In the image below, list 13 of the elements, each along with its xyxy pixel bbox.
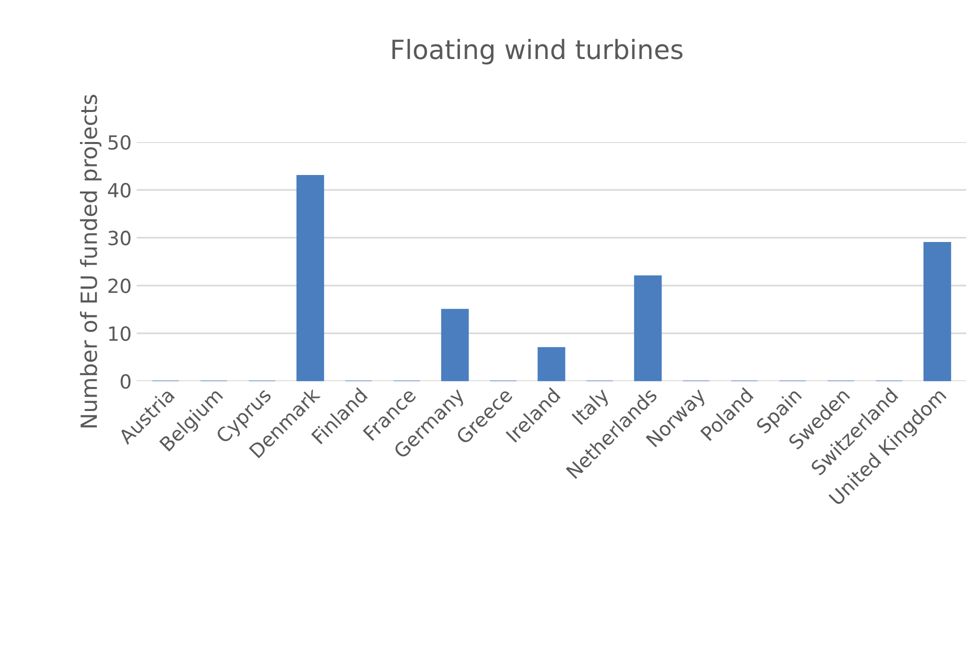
bar: [296, 175, 324, 382]
bar: [441, 308, 469, 382]
chart-title: Floating wind turbines: [392, 38, 682, 64]
bar: [538, 347, 566, 382]
y-tick-label: 0: [120, 374, 130, 389]
y-tick-label: 50: [108, 135, 130, 150]
bar: [634, 275, 662, 382]
y-tick-label: 20: [108, 278, 130, 294]
y-tick-label: 10: [109, 326, 130, 341]
y-axis-title: Number of EU funded projects: [80, 94, 102, 428]
bar: [923, 242, 952, 382]
y-tick-label: 30: [108, 230, 130, 246]
y-tick-label: 40: [108, 182, 130, 198]
